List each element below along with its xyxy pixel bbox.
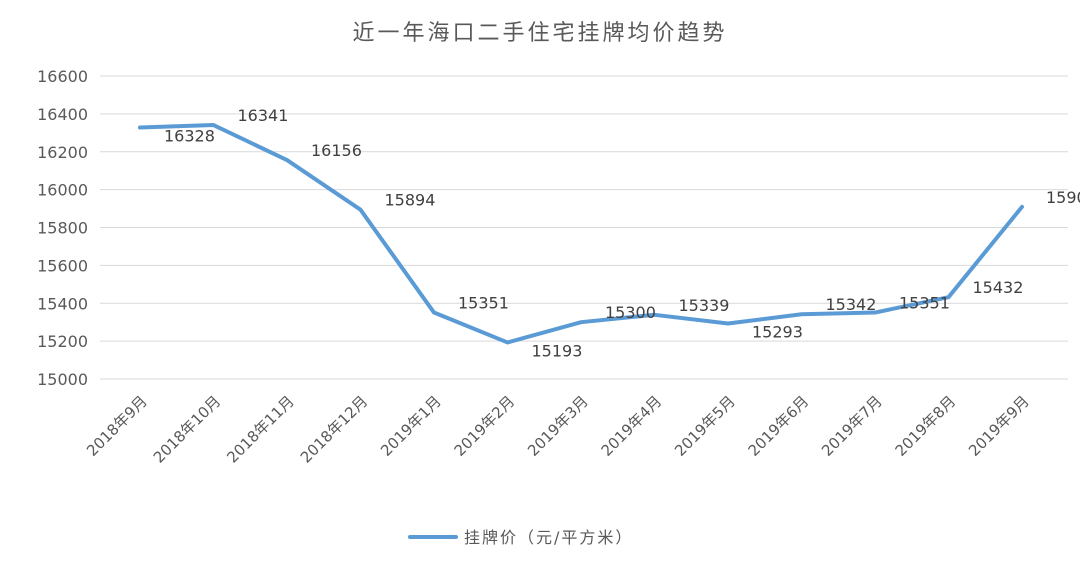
- x-tick-label: 2019年1月: [377, 392, 445, 460]
- data-labels: 16328 16341 16156 15894 15351 15193 15300 15339…: [164, 106, 1080, 360]
- x-tick-label: 2019年8月: [892, 392, 960, 460]
- series-layer: [138, 123, 1024, 345]
- x-tick-label: 2019年9月: [965, 392, 1033, 460]
- x-axis-ticks: 2018年9月 2018年10月 2018年11月 2018年12月 2019年1月 20…: [83, 392, 1033, 466]
- y-tick-label: 15000: [37, 370, 88, 389]
- y-tick-label: 15400: [37, 294, 88, 313]
- legend-label: 挂牌价（元/平方米）: [464, 528, 633, 547]
- series-line: [138, 123, 1024, 345]
- chart-title: 近一年海口二手住宅挂牌均价趋势: [352, 21, 727, 46]
- x-tick-label: 2018年10月: [150, 392, 224, 466]
- y-tick-label: 15800: [37, 219, 88, 238]
- y-tick-label: 16600: [37, 67, 88, 86]
- x-tick-label: 2019年3月: [524, 392, 592, 460]
- data-label: 15351: [899, 294, 950, 313]
- data-label: 16156: [311, 141, 362, 160]
- legend: 挂牌价（元/平方米）: [408, 528, 633, 547]
- data-label: 16328: [164, 127, 215, 146]
- y-axis-ticks: 15000 15200 15400 15600 15800 16000 16200 16400…: [37, 67, 88, 389]
- x-tick-label: 2019年2月: [451, 392, 519, 460]
- data-label: 16341: [238, 106, 289, 125]
- x-tick-label: 2018年11月: [223, 392, 297, 466]
- y-tick-label: 16400: [37, 105, 88, 124]
- x-tick-label: 2018年12月: [297, 392, 371, 466]
- x-tick-label: 2019年5月: [671, 392, 739, 460]
- data-label: 15193: [532, 341, 583, 360]
- y-tick-label: 15200: [37, 332, 88, 351]
- x-tick-label: 2018年9月: [83, 392, 151, 460]
- data-label: 15909: [1046, 188, 1080, 207]
- data-label: 15293: [752, 323, 803, 342]
- x-tick-label: 2019年7月: [818, 392, 886, 460]
- y-tick-label: 16200: [37, 143, 88, 162]
- data-label: 15894: [385, 191, 436, 210]
- gridlines: [100, 75, 1068, 380]
- data-label: 15351: [458, 294, 509, 313]
- y-tick-label: 15600: [37, 256, 88, 275]
- data-label: 15339: [679, 296, 730, 315]
- y-tick-label: 16000: [37, 181, 88, 200]
- data-label: 15432: [973, 278, 1024, 297]
- data-label: 15342: [826, 295, 877, 314]
- x-tick-label: 2019年4月: [598, 392, 666, 460]
- data-label: 15300: [605, 303, 656, 322]
- x-tick-label: 2019年6月: [745, 392, 813, 460]
